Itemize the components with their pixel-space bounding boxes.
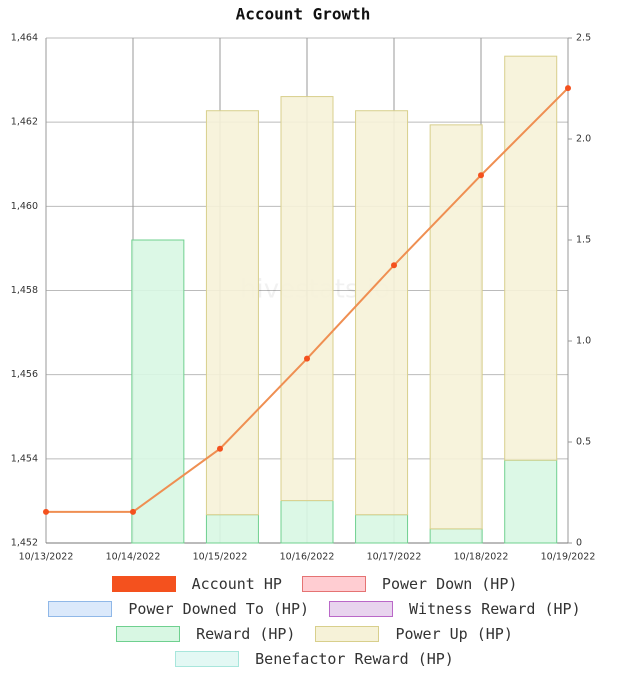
line-point bbox=[304, 355, 310, 362]
x-tick-label: 10/13/2022 bbox=[19, 552, 74, 563]
x-tick-label: 10/19/2022 bbox=[541, 552, 596, 563]
y2-tick-label: 0 bbox=[576, 538, 582, 549]
bar bbox=[504, 55, 558, 461]
y-tick-label: 1,462 bbox=[11, 117, 38, 128]
legend-item[interactable]: Power Downed To (HP) bbox=[48, 600, 309, 618]
legend-item[interactable]: Power Down (HP) bbox=[301, 574, 518, 593]
y-tick-label: 1,464 bbox=[11, 33, 38, 44]
y-tick-label: 1,460 bbox=[11, 201, 38, 212]
legend-label: Power Down (HP) bbox=[381, 574, 518, 593]
line-point bbox=[43, 508, 49, 515]
legend-label: Account HP bbox=[191, 574, 282, 593]
legend-swatch bbox=[175, 650, 240, 667]
legend-row: Account HP Power Down (HP) bbox=[0, 571, 629, 596]
y-tick-label: 1,454 bbox=[11, 453, 38, 464]
y2-tick-label: 0.5 bbox=[576, 437, 591, 448]
line-point bbox=[478, 172, 484, 179]
line-point bbox=[130, 508, 136, 515]
legend-row: Benefactor Reward (HP) bbox=[0, 646, 629, 671]
legend: Account HP Power Down (HP) Power Downed To… bbox=[0, 571, 629, 674]
line-point bbox=[217, 445, 223, 452]
bar bbox=[280, 96, 334, 502]
legend-swatch bbox=[111, 575, 176, 592]
legend-label: Witness Reward (HP) bbox=[409, 599, 581, 618]
legend-label: Power Up (HP) bbox=[395, 624, 513, 643]
bar bbox=[355, 514, 409, 544]
bar bbox=[504, 459, 558, 544]
legend-swatch bbox=[116, 625, 181, 642]
y2-tick-label: 2.0 bbox=[576, 134, 591, 145]
x-tick-label: 10/15/2022 bbox=[193, 552, 248, 563]
legend-item[interactable]: Witness Reward (HP) bbox=[329, 600, 581, 618]
legend-row: Power Downed To (HP) Witness Reward (HP) bbox=[0, 596, 629, 621]
legend-swatch bbox=[301, 575, 366, 592]
y2-tick-label: 1.5 bbox=[576, 235, 591, 246]
bar bbox=[205, 110, 259, 516]
legend-row: Reward (HP) Power Up (HP) bbox=[0, 621, 629, 646]
legend-swatch bbox=[329, 600, 394, 617]
legend-label: Reward (HP) bbox=[196, 624, 296, 643]
bar bbox=[131, 239, 185, 544]
legend-swatch bbox=[315, 625, 380, 642]
x-tick-label: 10/16/2022 bbox=[280, 552, 335, 563]
legend-label: Power Downed To (HP) bbox=[128, 599, 310, 618]
legend-swatch bbox=[48, 600, 113, 617]
legend-item[interactable]: Account HP bbox=[111, 574, 282, 593]
legend-item[interactable]: Reward (HP) bbox=[116, 625, 295, 643]
y2-tick-label: 1.0 bbox=[576, 336, 591, 347]
bar bbox=[429, 528, 483, 544]
chart: Account Growth 1,452 1,454 1,456 1,458 1,460… bbox=[11, 5, 596, 563]
bar bbox=[280, 500, 334, 544]
legend-item[interactable]: Power Up (HP) bbox=[315, 624, 513, 643]
bar bbox=[429, 124, 483, 530]
bar bbox=[355, 110, 409, 516]
x-tick-label: 10/14/2022 bbox=[106, 552, 161, 563]
line-point bbox=[391, 262, 397, 269]
x-tick-label: 10/18/2022 bbox=[454, 552, 509, 563]
legend-label: Benefactor Reward (HP) bbox=[255, 649, 454, 668]
line-point bbox=[565, 85, 571, 92]
y-tick-label: 1,452 bbox=[11, 538, 38, 549]
legend-item[interactable]: Benefactor Reward (HP) bbox=[175, 650, 454, 668]
y-tick-label: 1,456 bbox=[11, 369, 38, 380]
y2-tick-label: 2.5 bbox=[576, 33, 591, 44]
x-tick-label: 10/17/2022 bbox=[367, 552, 422, 563]
bar bbox=[205, 514, 259, 544]
y-tick-label: 1,458 bbox=[11, 285, 38, 296]
chart-title: Account Growth bbox=[236, 5, 371, 24]
